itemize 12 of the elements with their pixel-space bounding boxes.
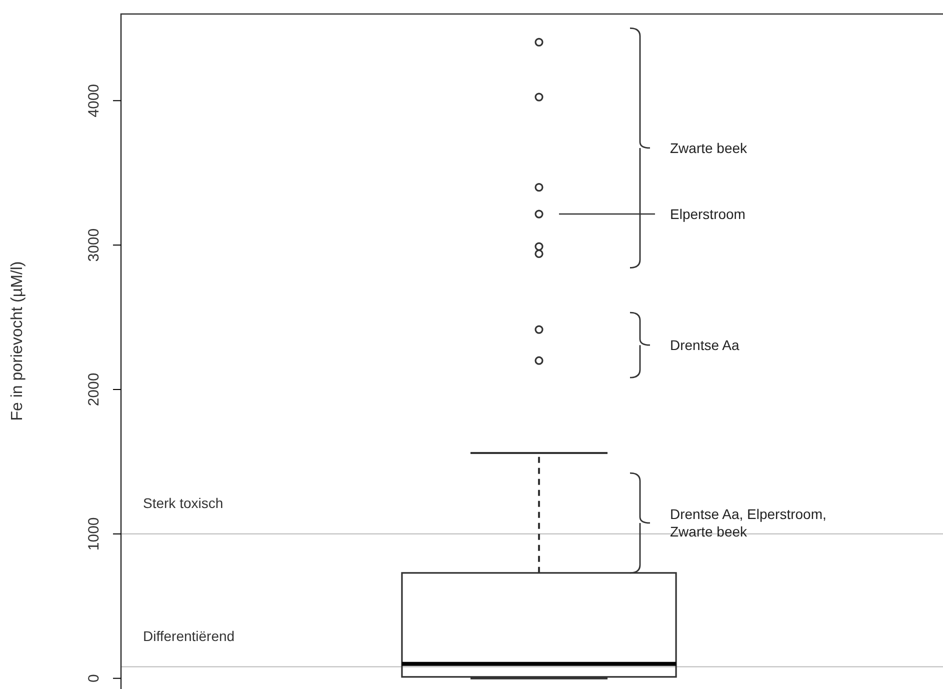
ref-line-label: Sterk toxisch bbox=[143, 494, 224, 511]
y-tick-label: 0 bbox=[85, 674, 102, 683]
ref-line-label: Differentiërend bbox=[143, 628, 235, 644]
y-axis-title: Fe in porievocht (µM/l) bbox=[9, 261, 26, 421]
annotation: Elperstroom bbox=[670, 206, 746, 222]
annotation: Drentse Aa bbox=[670, 336, 740, 353]
y-tick-label: 3000 bbox=[85, 228, 102, 262]
y-tick-label: 4000 bbox=[85, 84, 102, 118]
y-tick-label: 2000 bbox=[85, 372, 102, 406]
annotation: Drentse Aa, Elperstroom, Zwarte beek bbox=[670, 506, 826, 540]
annotation: Zwarte beek bbox=[670, 140, 748, 156]
y-tick-label: 1000 bbox=[85, 517, 102, 551]
